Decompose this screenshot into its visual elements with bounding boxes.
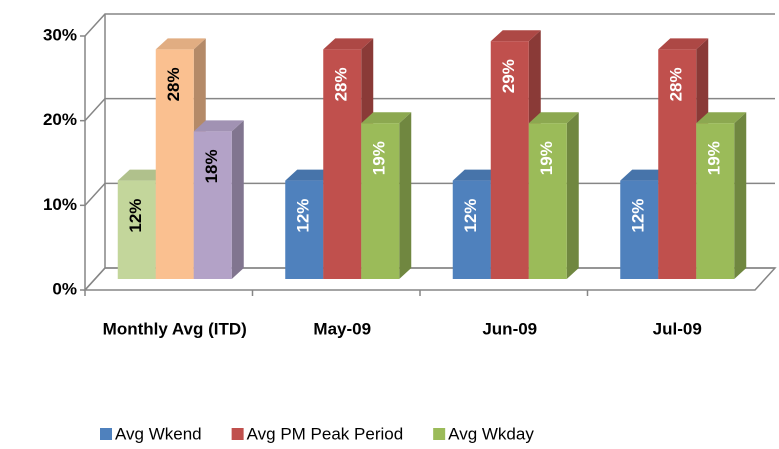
x-tick-label: Jul-09 — [653, 319, 702, 338]
data-label: 12% — [629, 199, 648, 233]
bar-side — [734, 112, 747, 279]
legend-swatch — [231, 428, 244, 440]
bar-top — [285, 169, 336, 181]
bar — [361, 112, 412, 279]
data-label: 12% — [126, 199, 145, 233]
legend-label: Avg Wkday — [448, 424, 534, 443]
data-label: 29% — [499, 59, 518, 93]
grid-line — [84, 13, 775, 37]
bar-side — [566, 112, 579, 279]
bar-front — [696, 123, 735, 279]
bar-top — [696, 112, 747, 124]
legend-label: Avg Wkend — [115, 424, 202, 443]
data-label: 19% — [705, 141, 724, 175]
bar — [696, 112, 747, 279]
x-tick-label: Monthly Avg (ITD) — [103, 319, 247, 338]
bar-side — [399, 112, 412, 279]
legend-swatch — [100, 428, 112, 440]
bar-top — [490, 30, 541, 42]
bar-front — [528, 123, 567, 279]
y-tick-label: 10% — [43, 195, 77, 214]
bar — [528, 112, 579, 279]
bar-front — [117, 180, 156, 279]
data-label: 28% — [164, 67, 183, 101]
data-label: 19% — [537, 141, 556, 175]
bar-front — [620, 180, 659, 279]
data-label: 18% — [202, 149, 221, 183]
bar-top — [193, 120, 244, 132]
bar-top — [620, 169, 671, 181]
bar-top — [323, 38, 374, 50]
bar-top — [361, 112, 412, 124]
bar — [658, 38, 709, 280]
bar-front — [452, 180, 491, 279]
legend-swatch — [433, 428, 446, 440]
data-label: 28% — [667, 67, 686, 101]
data-label: 19% — [370, 141, 389, 175]
x-tick-label: Jun-09 — [482, 319, 537, 338]
legend-label: Avg PM Peak Period — [247, 424, 404, 443]
bar-front — [361, 123, 400, 279]
bar-top — [658, 38, 709, 50]
bar-top — [452, 169, 503, 181]
data-label: 12% — [461, 199, 480, 233]
bar-side — [231, 120, 244, 280]
y-tick-label: 20% — [43, 110, 77, 129]
bar-front — [155, 49, 194, 280]
data-label: 28% — [332, 67, 351, 101]
bar-front — [658, 49, 697, 280]
bar-top — [155, 38, 206, 50]
bar-front — [323, 49, 362, 280]
bar-top — [528, 112, 579, 124]
y-tick-label: 0% — [52, 279, 77, 298]
bar-top — [117, 169, 168, 181]
bar — [193, 120, 244, 280]
data-label: 12% — [294, 199, 313, 233]
bar — [490, 30, 541, 280]
bar-front — [285, 180, 324, 279]
y-tick-label: 30% — [43, 25, 77, 44]
x-tick-label: May-09 — [313, 319, 371, 338]
bar-front — [193, 131, 232, 279]
bar-front — [490, 41, 529, 280]
